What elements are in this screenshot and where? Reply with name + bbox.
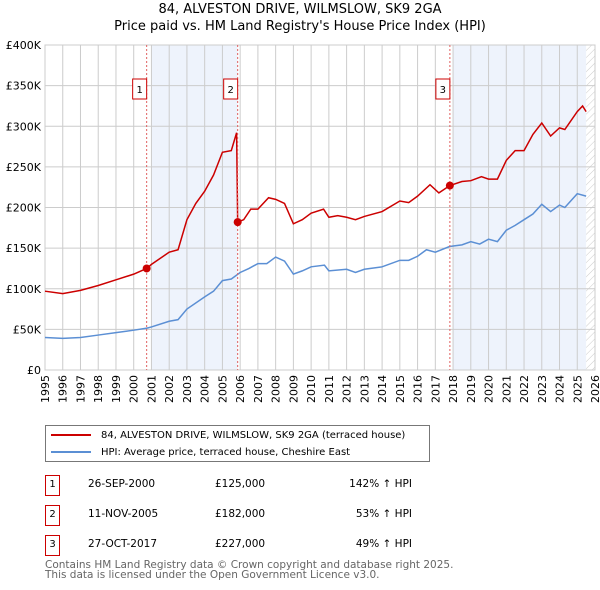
x-tick-label: 1995 xyxy=(39,375,52,403)
x-tick-label: 2026 xyxy=(589,375,600,403)
sale-price: £227,000 xyxy=(215,538,266,550)
sale-label-box xyxy=(132,78,148,100)
x-tick-label: 2019 xyxy=(465,375,478,403)
y-tick-label: £300K xyxy=(6,120,42,133)
x-tick-label: 2017 xyxy=(429,375,442,403)
hpi-line xyxy=(44,192,587,340)
x-tick-label: 2000 xyxy=(128,375,141,403)
x-tick-label: 2003 xyxy=(181,375,194,403)
x-tick-label: 2005 xyxy=(216,375,229,403)
sale-row: 3 27-OCT-2017 £227,000 49% ↑ HPI xyxy=(45,535,445,556)
y-tick-label: £400K xyxy=(6,39,42,52)
x-tick-label: 1996 xyxy=(57,375,70,403)
sale-date: 11-NOV-2005 xyxy=(88,508,159,520)
y-tick-label: £100K xyxy=(6,283,42,296)
sale-marker-badge: 1 xyxy=(45,475,60,496)
sale-point xyxy=(445,181,454,190)
sale-date: 26-SEP-2000 xyxy=(88,478,156,490)
sale-price: £182,000 xyxy=(215,508,266,520)
footer-line-1: Contains HM Land Registry data © Crown c… xyxy=(45,559,454,571)
sale-hpi-change: 142% ↑ HPI xyxy=(349,478,412,490)
footer: Contains HM Land Registry data © Crown c… xyxy=(45,559,454,581)
x-tick-label: 1998 xyxy=(92,375,105,403)
y-tick-label: £200K xyxy=(6,202,42,215)
legend-swatch-red xyxy=(51,434,91,436)
x-tick-label: 2007 xyxy=(252,375,265,403)
y-tick-label: £0 xyxy=(27,364,41,377)
sale-point xyxy=(233,218,242,227)
x-tick-label: 2018 xyxy=(447,375,460,403)
sale-label: 3 xyxy=(440,85,446,96)
x-tick-label: 1999 xyxy=(110,375,123,403)
x-tick-label: 2002 xyxy=(163,375,176,403)
x-tick-label: 2022 xyxy=(518,375,531,403)
x-tick-label: 2013 xyxy=(358,375,371,403)
x-tick-label: 2011 xyxy=(323,375,336,403)
y-tick-label: £350K xyxy=(6,80,42,93)
sale-label: 1 xyxy=(136,85,142,96)
x-tick-label: 2020 xyxy=(483,375,496,403)
sale-price: £125,000 xyxy=(215,478,266,490)
y-tick-label: £50K xyxy=(13,323,42,336)
x-tick-label: 2024 xyxy=(554,375,567,403)
x-tick-label: 1997 xyxy=(74,375,87,403)
sale-marker-badge: 3 xyxy=(45,535,60,556)
legend: 84, ALVESTON DRIVE, WILMSLOW, SK9 2GA (t… xyxy=(45,425,430,462)
sale-label-box xyxy=(223,78,239,100)
sale-hpi-change: 49% ↑ HPI xyxy=(355,538,412,550)
chart-subtitle: Price paid vs. HM Land Registry's House … xyxy=(114,19,486,34)
sale-date: 27-OCT-2017 xyxy=(88,538,157,550)
legend-label: HPI: Average price, terraced house, Ches… xyxy=(101,446,351,458)
legend-label: 84, ALVESTON DRIVE, WILMSLOW, SK9 2GA (t… xyxy=(101,429,406,441)
y-tick-label: £150K xyxy=(6,242,42,255)
price-chart: 1 2 3 1995 1996 1997 1998 1999 2000 2001 2002 2003 2… xyxy=(6,39,600,403)
x-tick-label: 2016 xyxy=(412,375,425,403)
sale-row: 1 26-SEP-2000 £125,000 142% ↑ HPI xyxy=(45,475,445,496)
x-tick-label: 2008 xyxy=(270,375,283,403)
x-tick-label: 2021 xyxy=(500,375,513,403)
x-tick-label: 2025 xyxy=(571,375,584,403)
sale-label-box xyxy=(435,78,451,100)
x-tick-label: 2015 xyxy=(394,375,407,403)
footer-line-2: This data is licensed under the Open Gov… xyxy=(45,569,380,581)
sale-point xyxy=(142,264,151,273)
x-tick-label: 2004 xyxy=(199,375,212,403)
property-price-line xyxy=(44,104,587,295)
x-tick-label: 2014 xyxy=(376,375,389,403)
legend-swatch-blue xyxy=(51,451,91,453)
x-tick-label: 2001 xyxy=(145,375,158,403)
x-tick-label: 2009 xyxy=(287,375,300,403)
x-tick-label: 2012 xyxy=(341,375,354,403)
x-tick-label: 2006 xyxy=(234,375,247,403)
sale-row: 2 11-NOV-2005 £182,000 53% ↑ HPI xyxy=(45,505,445,526)
legend-item-hpi: HPI: Average price, terraced house, Ches… xyxy=(46,444,350,460)
y-tick-label: £250K xyxy=(6,161,42,174)
x-tick-label: 2023 xyxy=(536,375,549,403)
plot-frame xyxy=(44,44,596,371)
legend-item-property: 84, ALVESTON DRIVE, WILMSLOW, SK9 2GA (t… xyxy=(46,427,405,443)
sale-hpi-change: 53% ↑ HPI xyxy=(355,508,412,520)
sale-marker-badge: 2 xyxy=(45,505,60,526)
sale-label: 2 xyxy=(227,85,233,96)
chart-title: 84, ALVESTON DRIVE, WILMSLOW, SK9 2GA xyxy=(158,2,442,17)
x-tick-label: 2010 xyxy=(305,375,318,403)
